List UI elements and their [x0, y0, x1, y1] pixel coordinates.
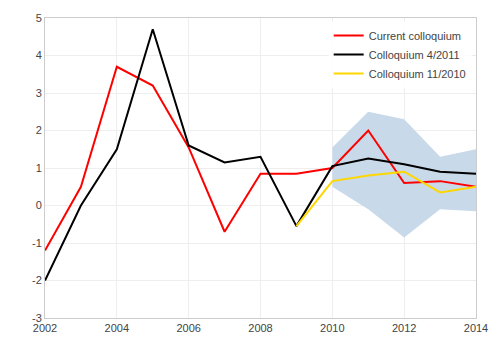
- svg-text:2006: 2006: [176, 322, 200, 334]
- svg-text:Colloquium 4/2011: Colloquium 4/2011: [369, 49, 460, 61]
- svg-text:2014: 2014: [464, 322, 488, 334]
- svg-text:2008: 2008: [248, 322, 272, 334]
- svg-text:-3: -3: [32, 312, 42, 324]
- svg-text:5: 5: [36, 12, 42, 24]
- svg-text:0: 0: [36, 199, 42, 211]
- svg-text:2: 2: [36, 124, 42, 136]
- svg-text:Colloquium 11/2010: Colloquium 11/2010: [369, 68, 466, 80]
- svg-text:4: 4: [36, 49, 42, 61]
- svg-text:-1: -1: [32, 237, 42, 249]
- svg-text:2010: 2010: [320, 322, 344, 334]
- svg-text:2002: 2002: [33, 322, 57, 334]
- svg-text:-2: -2: [32, 274, 42, 286]
- svg-text:3: 3: [36, 87, 42, 99]
- svg-text:Current colloquium: Current colloquium: [369, 30, 461, 42]
- svg-text:2004: 2004: [105, 322, 129, 334]
- svg-text:2012: 2012: [392, 322, 416, 334]
- svg-text:1: 1: [36, 162, 42, 174]
